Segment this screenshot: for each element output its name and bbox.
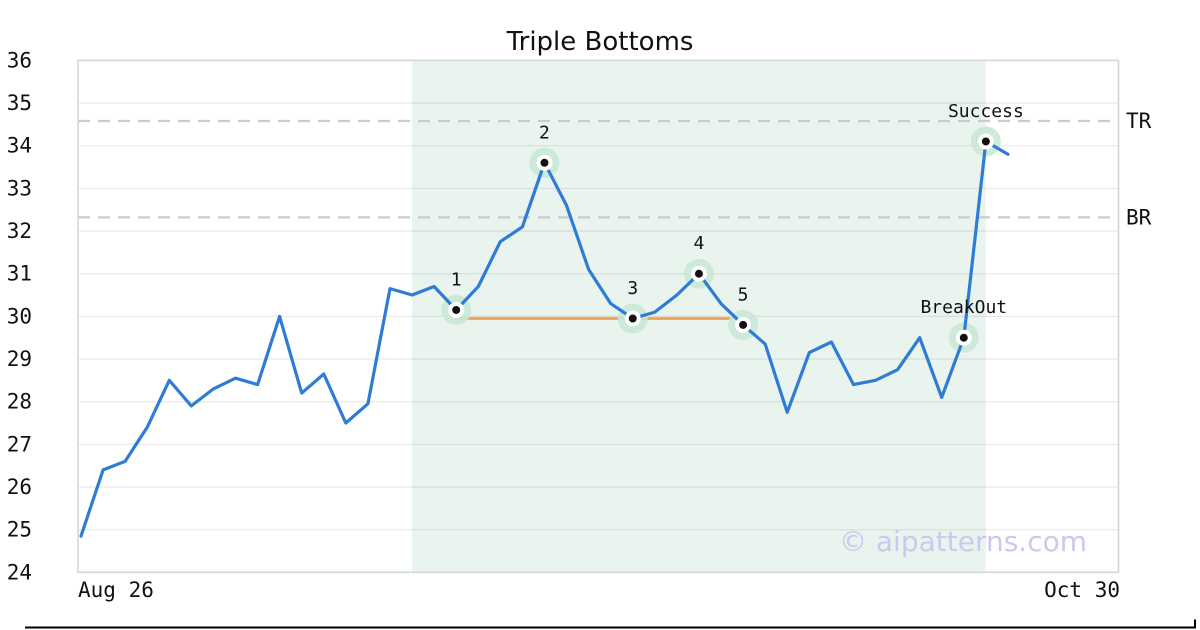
level-lines-layer [78, 119, 1119, 219]
annotations-layer: TR BR 1 2 3 4 5 BreakOut Success [451, 101, 1152, 318]
annotation-label-5: 5 [738, 284, 749, 305]
level-label-tr: TR [1126, 109, 1152, 133]
price-line-layer [79, 126, 1010, 538]
y-tick-label: 35 [7, 91, 32, 115]
plot-border [77, 59, 1120, 574]
pattern-region-layer [412, 60, 986, 573]
annotation-label-1: 1 [451, 269, 462, 290]
y-tick-label: 33 [7, 176, 32, 200]
marker-dot [540, 158, 549, 167]
y-tick-label: 28 [7, 390, 32, 414]
marker-dot [959, 333, 968, 342]
marker-dot [739, 320, 748, 329]
x-tick-label: Oct 30 [1044, 578, 1120, 602]
y-tick-label: 34 [7, 134, 32, 158]
marker-dot [694, 269, 703, 278]
annotation-label-3: 3 [627, 278, 638, 299]
annotation-label-success: Success [948, 101, 1024, 122]
gridlines-layer [78, 59, 1119, 573]
marker-dot [981, 137, 990, 146]
y-tick-label: 24 [7, 560, 32, 584]
y-tick-label: 25 [7, 518, 32, 542]
y-tick-label: 31 [7, 262, 32, 286]
y-tick-label: 36 [7, 48, 32, 72]
y-tick-label: 26 [7, 475, 32, 499]
y-tick-label: 29 [7, 347, 32, 371]
marker-dot [628, 314, 637, 323]
y-tick-label: 30 [7, 304, 32, 328]
pattern-region-shade [412, 60, 986, 573]
y-tick-label: 27 [7, 432, 32, 456]
y-tick-label: 32 [7, 219, 32, 243]
marker-dot [452, 305, 461, 314]
level-label-br: BR [1126, 205, 1152, 229]
annotation-label-breakout: BreakOut [920, 297, 1007, 318]
x-tick-label: Aug 26 [78, 578, 154, 602]
chart-title: Triple Bottoms [506, 27, 694, 57]
annotation-label-4: 4 [694, 233, 705, 254]
annotation-label-2: 2 [539, 122, 550, 143]
markers-layer [448, 133, 994, 346]
watermark: © aipatterns.com [839, 525, 1087, 558]
